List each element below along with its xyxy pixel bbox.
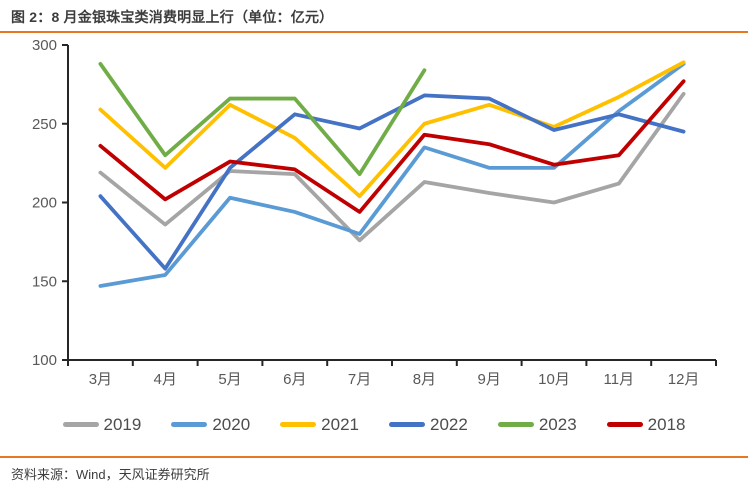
footer-divider (0, 456, 748, 458)
series-line-2020 (98, 61, 686, 288)
legend-swatch-2018 (606, 421, 643, 427)
y-axis-label: 300 (32, 37, 57, 54)
legend-swatch-2020 (171, 421, 208, 427)
chart-area: 300 250 200 150 100 3月 4月 5月 6月 7月 8月 9月 10月 11月 12月 (0, 36, 748, 402)
legend-item-2020: 2020 (171, 416, 250, 433)
legend-swatch-2022 (389, 421, 425, 427)
figure-title: 图 2：8 月金银珠宝类消费明显上行（单位：亿元） (11, 9, 334, 25)
series-line-2019 (98, 91, 686, 243)
y-axis-label: 200 (32, 195, 57, 212)
source-note: 资料来源：Wind，天风证券研究所 (11, 467, 210, 482)
x-axis-label: 9月 (478, 371, 501, 388)
series-line-2023 (98, 61, 427, 177)
y-axis-label: 100 (32, 352, 57, 369)
title-divider (0, 31, 748, 33)
legend-label-2022: 2022 (430, 414, 468, 434)
x-axis-label: 8月 (413, 371, 436, 388)
legend-item-2018: 2018 (606, 414, 686, 434)
x-axis-label: 5月 (218, 371, 241, 388)
series-line-2021 (98, 60, 686, 199)
series-line-2022 (98, 93, 686, 271)
x-axis-label: 10月 (538, 371, 570, 388)
legend-swatch-2019 (62, 421, 99, 427)
series-line-2018 (98, 79, 686, 214)
x-axis-label: 11月 (604, 371, 635, 388)
legend-label-2021: 2021 (321, 414, 359, 434)
x-axis-label: 4月 (154, 371, 177, 388)
jewelry-consumption-line-chart: 300 250 200 150 100 3月 4月 5月 6月 7月 8月 9月 10月 11月 12月 (32, 37, 717, 388)
x-axis-label: 12月 (668, 371, 700, 388)
chart-legend: 2019 2020 2021 2022 2023 2018 (0, 409, 748, 439)
y-axis-label: 150 (32, 273, 57, 290)
legend-swatch-2021 (280, 421, 317, 427)
legend-label-2020: 2020 (212, 414, 251, 434)
x-axis-label: 7月 (348, 371, 371, 388)
y-axis-label: 250 (32, 116, 57, 133)
legend-item-2022: 2022 (389, 416, 468, 433)
legend-item-2021: 2021 (280, 416, 359, 433)
x-axis-label: 6月 (283, 371, 306, 388)
legend-label-2023: 2023 (538, 414, 577, 434)
x-axis-label: 3月 (89, 371, 112, 388)
legend-item-2019: 2019 (62, 414, 142, 434)
legend-swatch-2023 (497, 421, 534, 427)
legend-item-2023: 2023 (497, 414, 577, 434)
legend-label-2019: 2019 (103, 414, 142, 434)
legend-label-2018: 2018 (647, 414, 686, 434)
